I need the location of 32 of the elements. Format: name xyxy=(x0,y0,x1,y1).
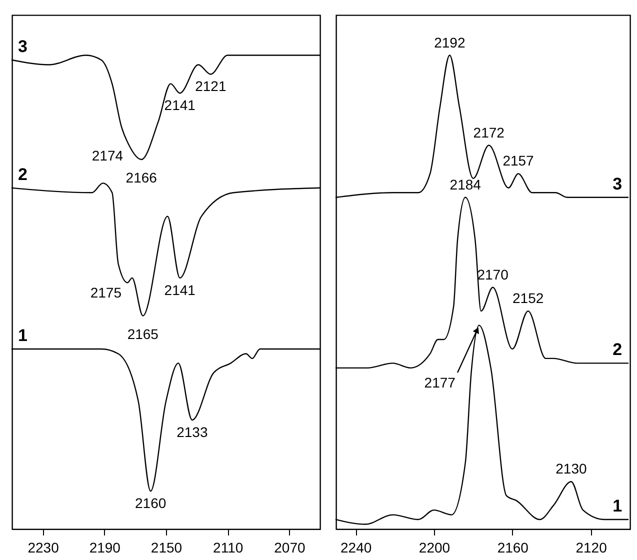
annotation: 2121 xyxy=(195,78,226,94)
series-label: 2 xyxy=(612,340,622,360)
annotation: 2170 xyxy=(477,266,509,282)
x-tick-label: 2160 xyxy=(497,540,529,556)
x-tick-label: 2200 xyxy=(418,540,450,556)
x-tick-label: 2240 xyxy=(340,540,372,556)
annotation: 2141 xyxy=(164,97,196,114)
annotation: 2172 xyxy=(473,124,505,140)
series-label: 3 xyxy=(612,174,622,194)
annotation: 2160 xyxy=(135,495,166,512)
annotation: 2175 xyxy=(90,284,122,301)
annotation: 2152 xyxy=(512,290,544,306)
annotation: 2133 xyxy=(176,424,208,440)
series-label: 1 xyxy=(18,326,28,345)
annotation: 2177 xyxy=(424,374,456,391)
series-label: 3 xyxy=(18,37,28,56)
annotation: 2130 xyxy=(556,460,587,477)
annotation: 2192 xyxy=(434,34,466,50)
x-tick-label: 2190 xyxy=(89,540,121,556)
annotation: 2166 xyxy=(126,169,158,186)
x-tick-label: 2120 xyxy=(576,540,608,556)
x-tick-label: 2230 xyxy=(28,540,60,556)
series-label: 2 xyxy=(18,164,28,184)
annotation: 2141 xyxy=(164,282,196,298)
x-tick-label: 2070 xyxy=(274,540,306,556)
x-tick-label: 2150 xyxy=(150,540,182,556)
annotation: 2184 xyxy=(450,176,482,192)
annotation: 2174 xyxy=(92,147,124,164)
annotation: 2165 xyxy=(127,326,159,342)
series-label: 1 xyxy=(612,496,622,516)
annotation: 2157 xyxy=(502,152,534,169)
x-tick-label: 2110 xyxy=(213,540,244,556)
